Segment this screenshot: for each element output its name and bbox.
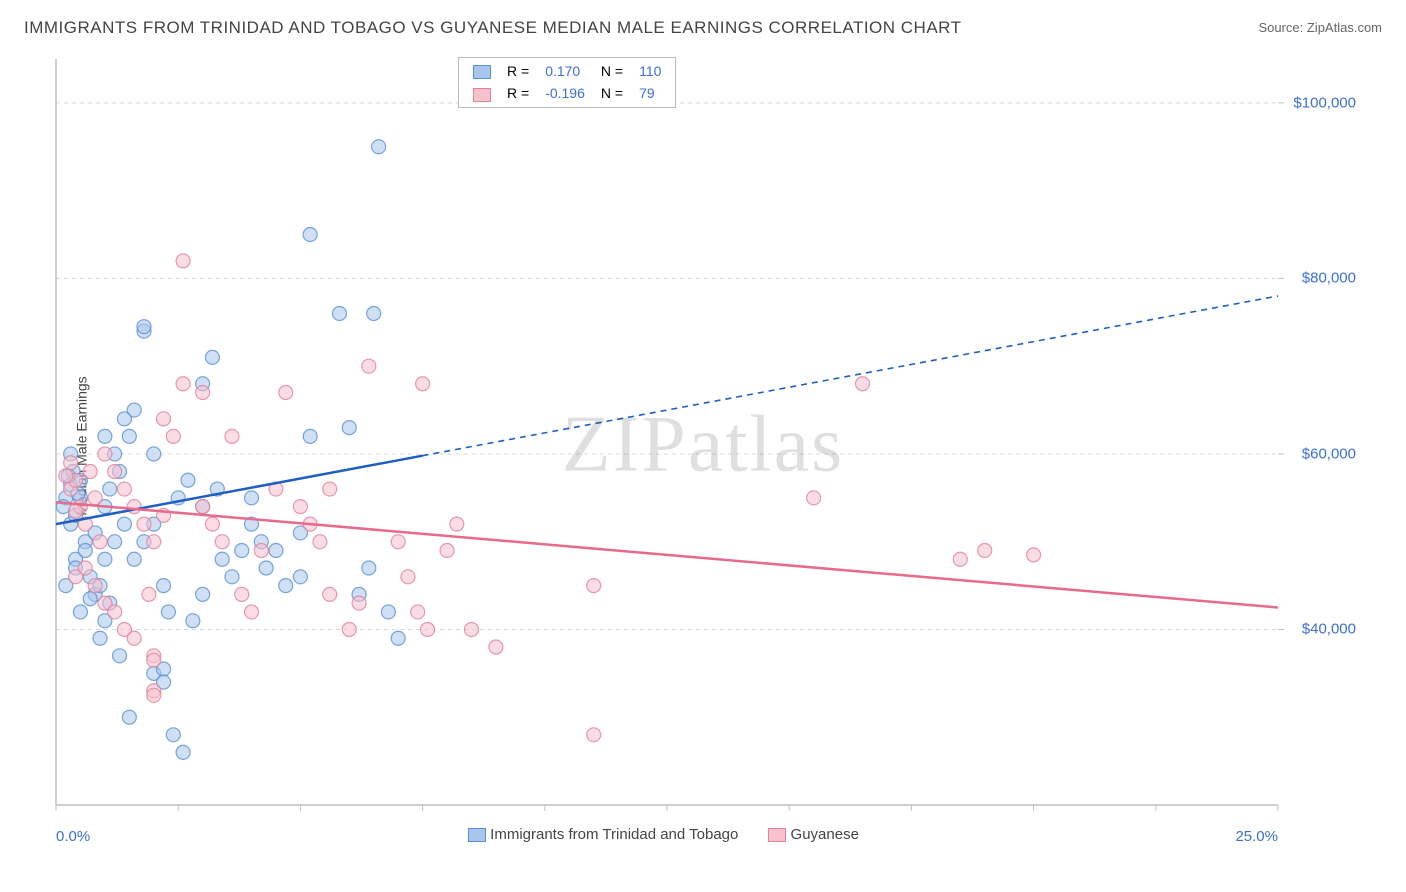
legend-item-0: Immigrants from Trinidad and Tobago <box>468 826 738 843</box>
x-tick-label: 25.0% <box>1235 828 1278 845</box>
legend-row-series-0: R = 0.170 N = 110 <box>465 60 669 82</box>
source-label: Source: ZipAtlas.com <box>1258 20 1382 35</box>
legend-item-1: Guyanese <box>768 826 859 843</box>
n-label: N = <box>593 82 631 104</box>
legend-label-1: Guyanese <box>791 826 859 843</box>
swatch-series-1 <box>768 828 786 842</box>
n-value-0: 110 <box>631 60 669 82</box>
y-tick-label: $40,000 <box>1302 621 1356 638</box>
legend-row-series-1: R = -0.196 N = 79 <box>465 82 669 104</box>
x-tick-label: 0.0% <box>56 828 90 845</box>
legend-correlation: R = 0.170 N = 110 R = -0.196 N = 79 <box>458 57 676 108</box>
n-value-1: 79 <box>631 82 669 104</box>
n-label: N = <box>593 60 631 82</box>
swatch-series-0 <box>473 65 491 79</box>
chart-title: IMMIGRANTS FROM TRINIDAD AND TOBAGO VS G… <box>24 18 962 38</box>
swatch-series-0 <box>468 828 486 842</box>
legend-label-0: Immigrants from Trinidad and Tobago <box>490 826 738 843</box>
r-label: R = <box>499 82 537 104</box>
y-tick-label: $60,000 <box>1302 445 1356 462</box>
r-value-1: -0.196 <box>537 82 593 104</box>
plot-svg <box>48 55 1358 835</box>
legend-series: Immigrants from Trinidad and Tobago Guya… <box>468 826 859 843</box>
swatch-series-1 <box>473 88 491 102</box>
y-tick-label: $80,000 <box>1302 270 1356 287</box>
y-tick-label: $100,000 <box>1293 94 1356 111</box>
r-value-0: 0.170 <box>537 60 593 82</box>
r-label: R = <box>499 60 537 82</box>
scatter-plot: ZIPatlas R = 0.170 N = 110 R = -0.196 N … <box>48 55 1358 835</box>
